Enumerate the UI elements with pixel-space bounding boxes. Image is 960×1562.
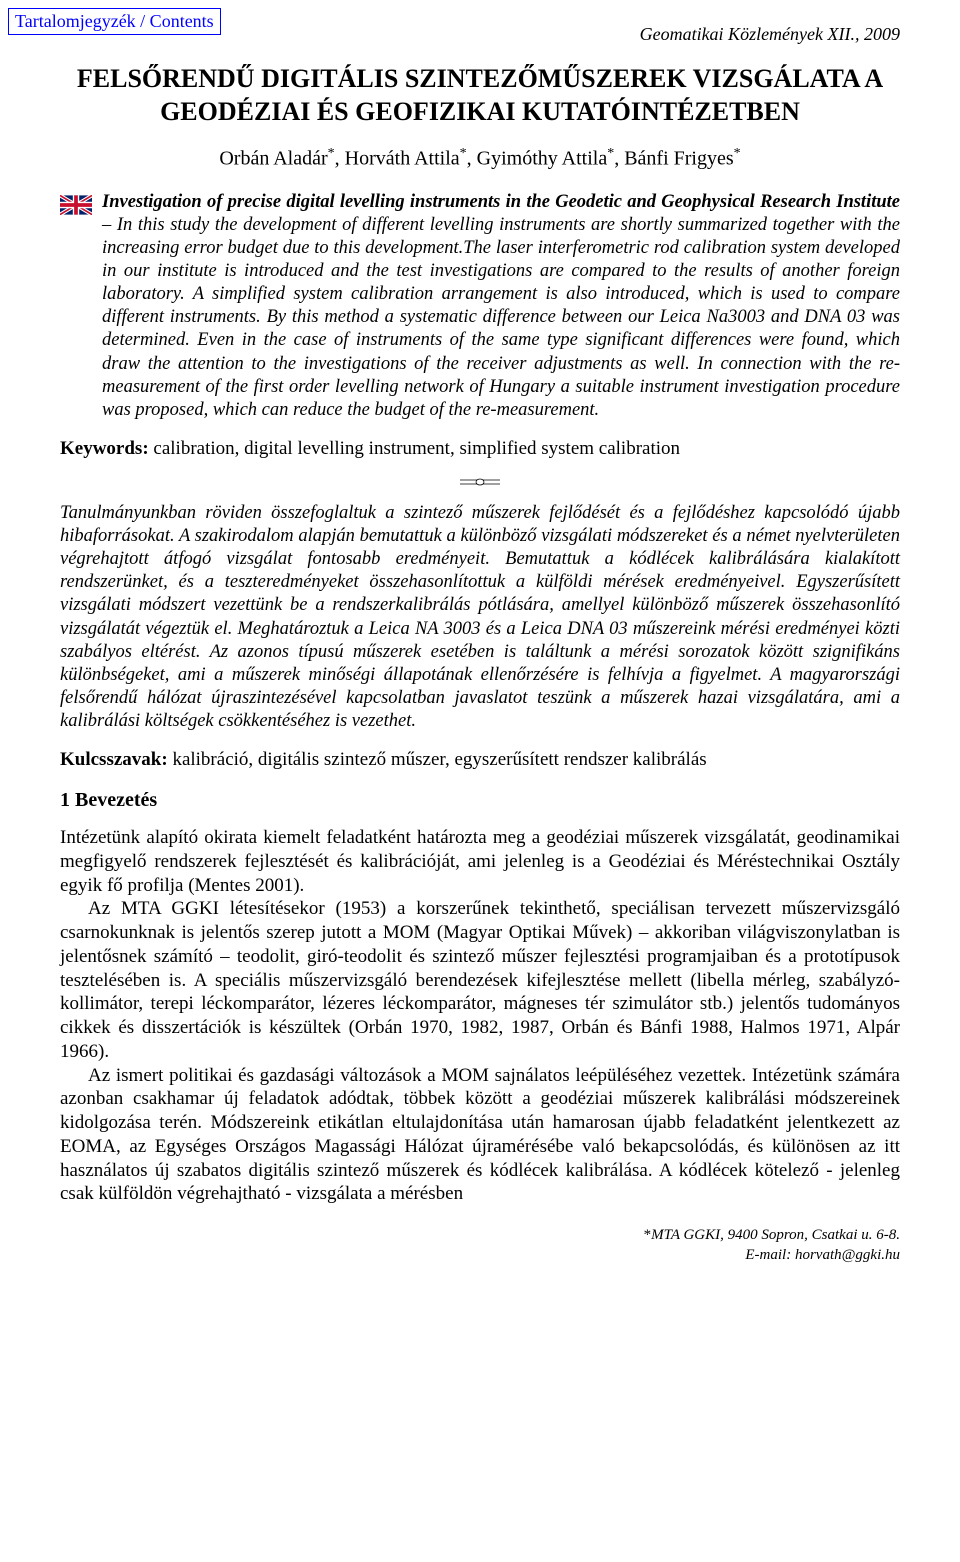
- kulcsszavak-text: kalibráció, digitális szintező műszer, e…: [168, 749, 707, 770]
- author-2-affil-mark: *: [460, 146, 467, 161]
- section-1-heading: 1 Bevezetés: [60, 789, 900, 812]
- author-3-affil-mark: *: [607, 146, 614, 161]
- kulcsszavak-label: Kulcsszavak:: [60, 749, 168, 770]
- uk-flag-icon: [60, 195, 92, 215]
- body-paragraph-2: Az MTA GGKI létesítésekor (1953) a korsz…: [60, 897, 900, 1063]
- author-3: Gyimóthy Attila: [477, 148, 608, 170]
- abstract-english-body: – In this study the development of diffe…: [102, 215, 900, 420]
- author-4-affil-mark: *: [734, 146, 741, 161]
- author-1: Orbán Aladár: [219, 148, 327, 170]
- footer: MTA GGKI, 9400 Sopron, Csatkai u. 6-8. E…: [60, 1226, 900, 1265]
- abstract-english: Investigation of precise digital levelli…: [102, 191, 900, 422]
- body-paragraph-1: Intézetünk alapító okirata kiemelt felad…: [60, 826, 900, 897]
- article-title: FELSŐRENDŰ DIGITÁLIS SZINTEZŐMŰSZEREK VI…: [60, 63, 900, 128]
- kulcsszavak-line: Kulcsszavak: kalibráció, digitális szint…: [60, 749, 900, 771]
- page: Tartalomjegyzék / Contents Geomatikai Kö…: [0, 0, 960, 1295]
- author-1-affil-mark: *: [328, 146, 335, 161]
- abstract-english-row: Investigation of precise digital levelli…: [60, 191, 900, 438]
- body-paragraph-3: Az ismert politikai és gazdasági változá…: [60, 1064, 900, 1207]
- author-2: Horváth Attila: [345, 148, 460, 170]
- keywords-label: Keywords:: [60, 438, 149, 459]
- abstract-english-lead: Investigation of precise digital levelli…: [102, 192, 900, 212]
- footer-affiliation: MTA GGKI, 9400 Sopron, Csatkai u. 6-8.: [644, 1227, 900, 1243]
- keywords-line: Keywords: calibration, digital levelling…: [60, 438, 900, 460]
- keywords-text: calibration, digital levelling instrumen…: [149, 438, 680, 459]
- author-4: Bánfi Frigyes: [624, 148, 733, 170]
- body-text: Intézetünk alapító okirata kiemelt felad…: [60, 826, 900, 1206]
- toc-link[interactable]: Tartalomjegyzék / Contents: [8, 8, 221, 35]
- abstract-hungarian: Tanulmányunkban röviden összefoglaltuk a…: [60, 502, 900, 733]
- divider-ornament-icon: [60, 474, 900, 492]
- footer-email: E-mail: horvath@ggki.hu: [745, 1247, 900, 1263]
- authors-line: Orbán Aladár*, Horváth Attila*, Gyimóthy…: [60, 146, 900, 171]
